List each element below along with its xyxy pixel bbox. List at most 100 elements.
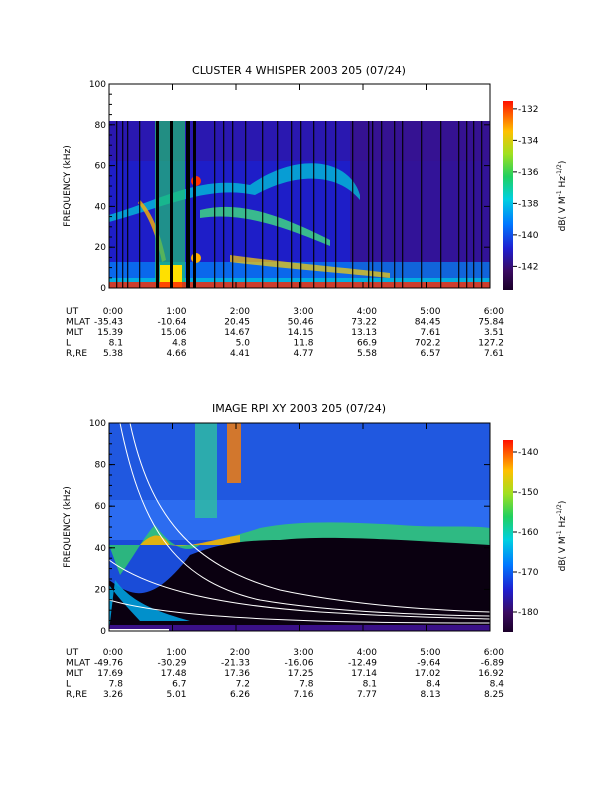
chart-title: CLUSTER 4 WHISPER 2003 205 (07/24)	[192, 64, 406, 77]
colorbar-tick-label: -150	[518, 488, 539, 498]
ephemeris-value: 8.1	[363, 680, 377, 690]
y-tick-label: 60	[95, 502, 107, 512]
ephemeris-value: 20.45	[224, 318, 250, 328]
ephemeris-value: 4:00	[357, 307, 377, 317]
data-gap-stripe	[223, 121, 225, 288]
colorbar-label-sup: -1/2	[556, 164, 563, 176]
ephemeris-value: 16.92	[478, 669, 504, 679]
ephemeris-value: 4.8	[172, 339, 187, 349]
panel-image-rpi: IMAGE RPI XY 2003 205 (07/24) 0 20 40 60 80 1…	[63, 402, 568, 700]
data-gap-stripe	[300, 121, 302, 288]
spectrogram-feature	[195, 423, 217, 518]
data-gap-stripe	[116, 121, 118, 288]
ephemeris-value: 6.57	[420, 349, 440, 359]
data-gap-stripe	[335, 121, 337, 288]
ephemeris-value: 17.25	[288, 669, 314, 679]
colorbar-tick-label: -140	[518, 448, 539, 458]
data-gap-stripe	[156, 121, 159, 288]
spectrogram-feature	[109, 163, 360, 222]
data-gap-stripe	[381, 121, 383, 288]
data-gap-stripe	[402, 121, 404, 288]
ephemeris-value: 17.36	[224, 669, 250, 679]
data-gap-stripe	[193, 121, 196, 288]
data-gap-stripe	[394, 121, 396, 288]
data-gap-stripe	[481, 121, 483, 288]
chart-title: IMAGE RPI XY 2003 205 (07/24)	[212, 402, 386, 415]
ephemeris-value: 3.26	[103, 690, 123, 700]
y-tick-label: 20	[95, 243, 107, 253]
ephemeris-value: 73.22	[351, 318, 377, 328]
ephemeris-row-label: UT	[66, 648, 79, 658]
colorbar	[503, 101, 513, 290]
ephemeris-value: 8.1	[109, 339, 123, 349]
ephemeris-row-label: R,RE	[66, 349, 87, 359]
ephemeris-value: -35.43	[94, 318, 123, 328]
ephemeris-value: 702.2	[415, 339, 441, 349]
y-axis: 0 20 40 60 80 100	[89, 80, 491, 294]
ephemeris-row-label: R,RE	[66, 690, 87, 700]
ephemeris-value: 50.46	[288, 318, 314, 328]
ephemeris-value: 17.14	[351, 669, 377, 679]
colorbar-label-sup: -1	[556, 190, 563, 196]
ephemeris-value: 13.13	[351, 328, 377, 338]
colorbar-label-mid: Hz	[558, 516, 568, 531]
ephemeris-value: 15.39	[97, 328, 123, 338]
ephemeris-value: 15.06	[161, 328, 187, 338]
ephemeris-value: 5.0	[236, 339, 251, 349]
ephemeris-value: 2:00	[230, 307, 250, 317]
colorbar-axis: -132 -134 -136 -138 -140 -142	[513, 105, 539, 272]
colorbar-tick-label: -134	[518, 136, 539, 146]
ephemeris-row-label: UT	[66, 307, 79, 317]
data-gap-stripe	[291, 121, 293, 288]
ephemeris-value: 6.7	[172, 680, 186, 690]
ephemeris-row-label: L	[66, 339, 71, 349]
ephemeris-value: -49.76	[94, 659, 123, 669]
ephemeris-value: 3.51	[484, 328, 504, 338]
ephemeris-value: 1:00	[166, 648, 186, 658]
data-gap-stripe	[232, 121, 234, 288]
ephemeris-value: 2:00	[230, 648, 250, 658]
y-tick-label: 40	[95, 544, 107, 554]
spectrogram-feature	[109, 580, 190, 631]
y-tick-label: 0	[100, 627, 106, 637]
ephemeris-value: 8.4	[426, 680, 441, 690]
data-gap-stripe	[313, 121, 315, 288]
spectrogram-feature	[140, 535, 240, 546]
y-tick-label: 40	[95, 202, 107, 212]
data-gap-stripe	[352, 121, 354, 288]
ephemeris-value: 84.45	[415, 318, 441, 328]
ephemeris-value: -30.29	[157, 659, 186, 669]
colorbar-tick-label: -160	[518, 528, 539, 538]
cutoff-curves	[109, 423, 490, 624]
colorbar-tick-label: -180	[518, 608, 539, 618]
colorbar-label-mid: Hz	[558, 176, 568, 191]
y-axis: 0 20 40 60 80 100	[89, 419, 491, 637]
ephemeris-value: 7.16	[293, 690, 313, 700]
data-gap-stripe	[127, 121, 129, 288]
cutoff-curve	[109, 559, 490, 620]
spectrogram-feature	[109, 522, 490, 575]
ephemeris-value: 4.77	[293, 349, 313, 359]
colorbar-label-end: )	[558, 501, 568, 505]
colorbar-label-end: )	[558, 161, 568, 165]
data-gap-stripe	[122, 121, 124, 288]
spectrogram-band	[109, 629, 169, 631]
ephemeris-value: -21.33	[221, 659, 250, 669]
data-gap-stripe	[368, 121, 370, 288]
cutoff-curve	[129, 423, 490, 613]
ephemeris-value: 6.26	[230, 690, 250, 700]
ephemeris-value: 66.9	[357, 339, 377, 349]
ephemeris-value: 7.77	[357, 690, 377, 700]
y-tick-label: 80	[95, 461, 107, 471]
colorbar-tick-label: -136	[518, 168, 539, 178]
data-gap-stripe	[458, 121, 460, 288]
y-tick-label: 20	[95, 585, 107, 595]
data-gap-stripe	[473, 121, 475, 288]
ephemeris-value: 7.2	[236, 680, 250, 690]
spectrogram	[109, 423, 490, 631]
data-gap-stripe	[466, 121, 468, 288]
y-tick-label: 60	[95, 162, 107, 172]
ephemeris-value: 5.38	[103, 349, 123, 359]
